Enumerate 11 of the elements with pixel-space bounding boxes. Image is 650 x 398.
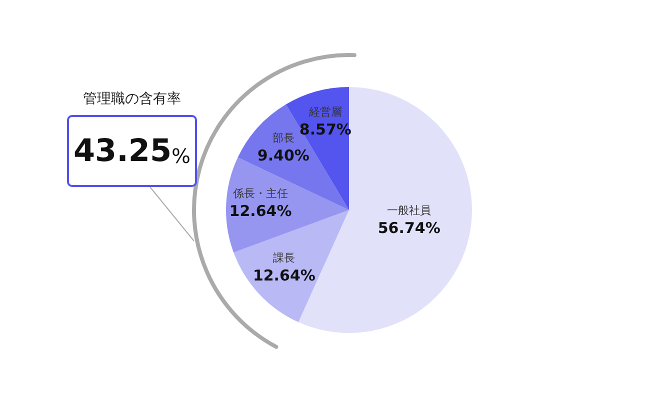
data-label: 56.74% <box>378 218 440 237</box>
slice-label: 課長 <box>273 251 296 264</box>
slice-label: 経営層 <box>308 106 342 119</box>
text: 43.25% <box>73 133 191 169</box>
data-label: 12.64% <box>229 202 292 220</box>
slice-label: 一般社員 <box>387 204 432 217</box>
data-label: 9.40% <box>257 146 310 164</box>
text: 管理職の含有率 <box>82 90 182 108</box>
slice-label: 係長・主任 <box>233 187 288 200</box>
data-label: 12.64% <box>252 266 316 284</box>
slice-label: 部長 <box>272 131 294 144</box>
